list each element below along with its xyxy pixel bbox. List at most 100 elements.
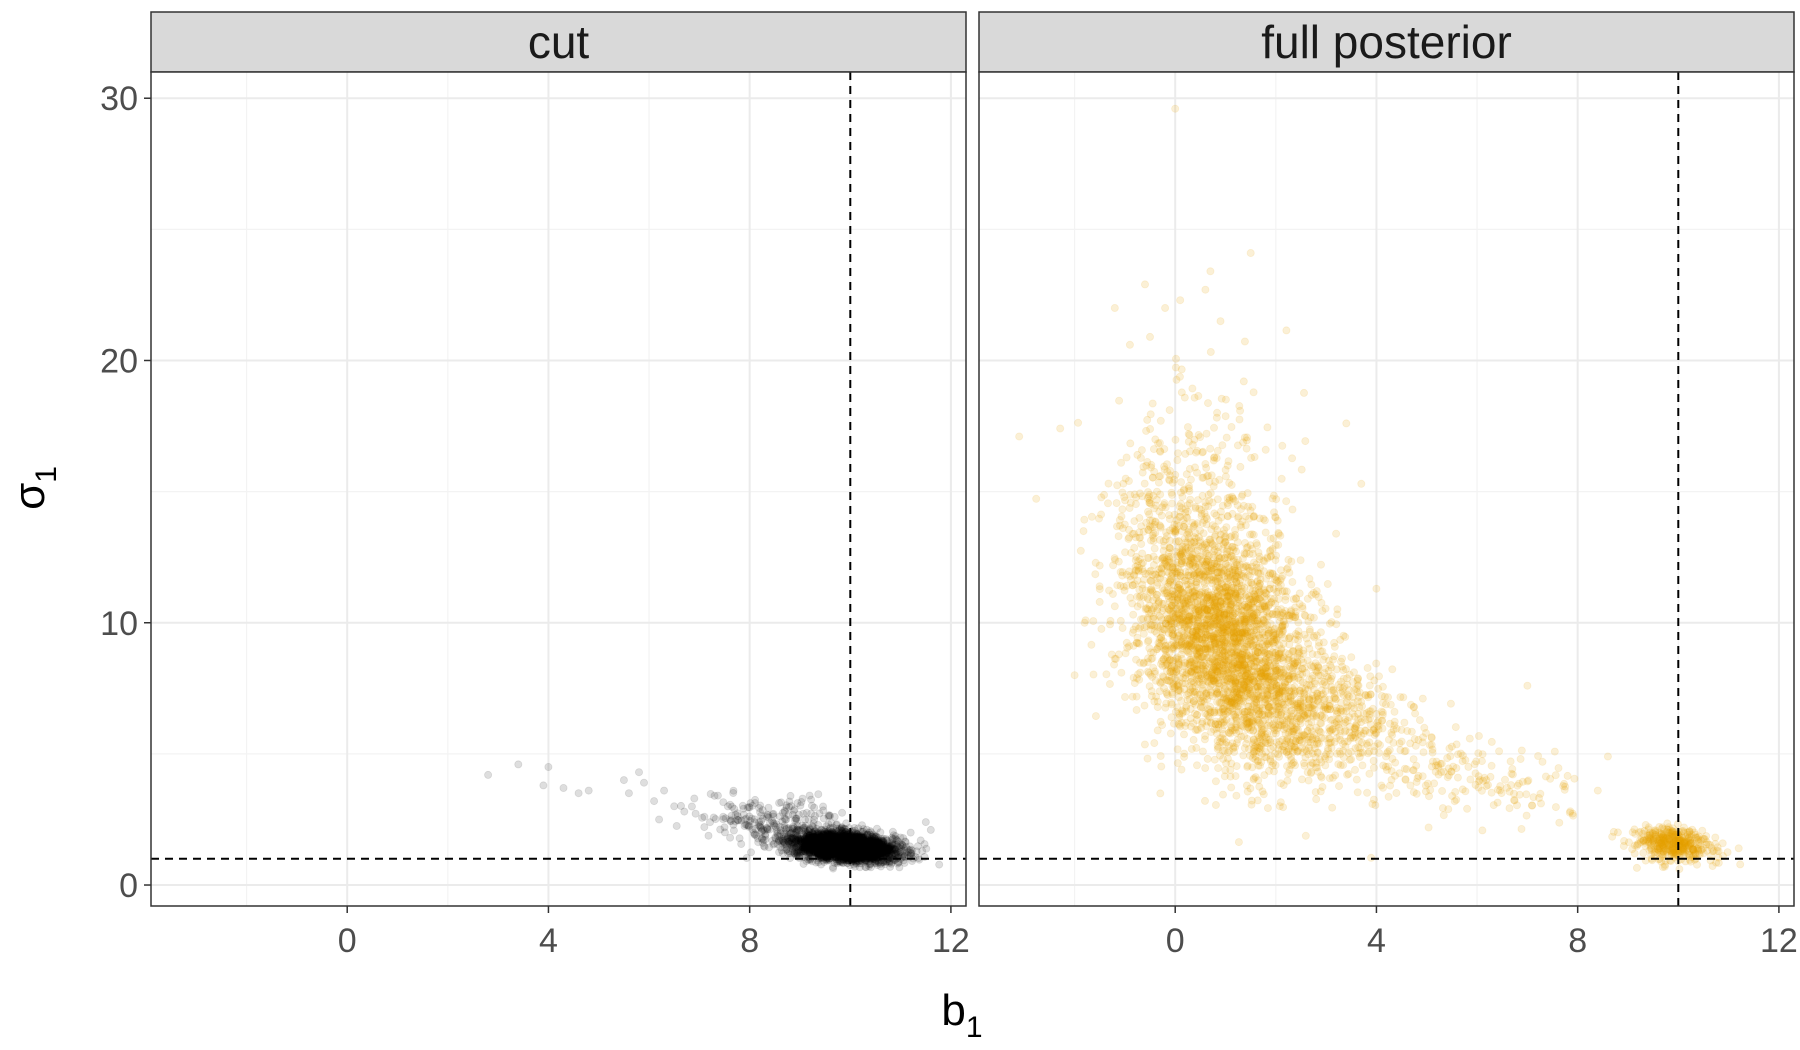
scatter-point [810,834,819,843]
scatter-point [830,830,839,839]
scatter-point [1091,712,1100,721]
scatter-point [863,831,872,840]
scatter-point [830,845,839,854]
scatter-point [761,835,770,844]
scatter-point [833,836,842,845]
scatter-point [820,841,829,850]
scatter-point [855,840,864,849]
scatter-point [1180,749,1189,758]
scatter-point [855,841,864,850]
scatter-point [794,834,803,843]
scatter-point [858,843,867,852]
scatter-point [817,847,826,856]
scatter-point [816,846,825,855]
scatter-point [806,842,815,851]
scatter-point [842,835,851,844]
scatter-point [764,811,773,820]
scatter-point [806,842,815,851]
scatter-point [899,856,908,865]
scatter-point [804,833,813,842]
scatter-point [584,786,593,795]
scatter-point [687,802,696,811]
scatter-point [907,849,916,858]
scatter-point [759,841,768,850]
scatter-point [844,834,853,843]
scatter-point [822,845,831,854]
scatter-point [872,849,881,858]
scatter-point [814,836,823,845]
scatter-point [834,832,843,841]
scatter-point [868,846,877,855]
scatter-point [823,833,832,842]
scatter-point [830,851,839,860]
scatter-point [792,836,801,845]
scatter-point [862,848,871,857]
scatter-point [1298,604,1307,613]
scatter-point [854,842,863,851]
scatter-point [750,815,759,824]
scatter-point [801,840,810,849]
scatter-point [828,843,837,852]
scatter-point [786,836,795,845]
scatter-point [842,834,851,843]
scatter-point [827,836,836,845]
scatter-point [821,839,830,848]
scatter-point [854,839,863,848]
scatter-point [857,846,866,855]
scatter-point [870,831,879,840]
scatter-point [883,849,892,858]
scatter-point [833,841,842,850]
scatter-point [874,848,883,857]
scatter-point [771,822,780,831]
scatter-point [863,845,872,854]
scatter-point [853,844,862,853]
scatter-point [803,836,812,845]
scatter-point [861,844,870,853]
scatter-point [819,833,828,842]
scatter-point [824,846,833,855]
scatter-point [814,849,823,858]
scatter-point [807,840,816,849]
scatter-point [837,824,846,833]
scatter-point [803,836,812,845]
scatter-point [830,831,839,840]
scatter-point [839,844,848,853]
scatter-point [833,841,842,850]
scatter-point [837,823,846,832]
scatter-point [858,847,867,856]
scatter-point [805,848,814,857]
scatter-point [855,840,864,849]
scatter-point [832,843,841,852]
scatter-point [817,843,826,852]
scatter-point [816,833,825,842]
scatter-point [786,829,795,838]
scatter-point [1166,729,1175,738]
scatter-point [842,846,851,855]
scatter-point [1097,624,1106,633]
scatter-point [841,839,850,848]
scatter-point [805,833,814,842]
scatter-point [1087,512,1096,521]
scatter-point [823,844,832,853]
scatter-point [838,837,847,846]
scatter-point [808,843,817,852]
scatter-point [849,834,858,843]
scatter-point [853,837,862,846]
scatter-point [867,842,876,851]
scatter-point [863,840,872,849]
scatter-point [828,837,837,846]
scatter-point [706,818,715,827]
scatter-point [868,841,877,850]
scatter-point [1106,616,1115,625]
scatter-point [863,841,872,850]
scatter-point [484,770,493,779]
scatter-point [824,839,833,848]
scatter-point [837,839,846,848]
scatter-point [822,843,831,852]
scatter-point [827,836,836,845]
scatter-point [860,851,869,860]
scatter-point [805,849,814,858]
scatter-point [832,836,841,845]
scatter-point [841,842,850,851]
scatter-point [871,836,880,845]
